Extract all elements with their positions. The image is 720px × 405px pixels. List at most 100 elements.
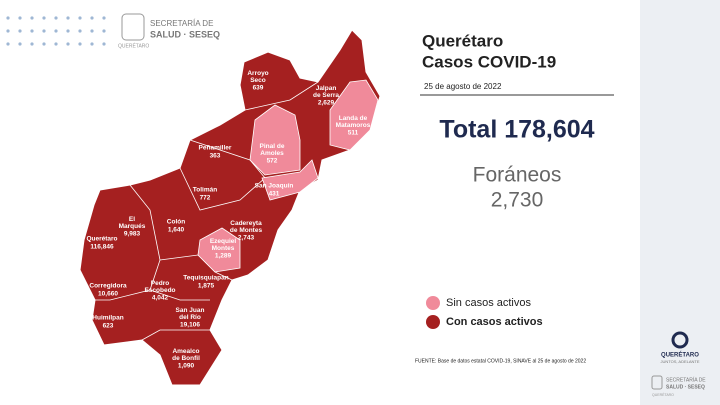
municipality-area: [329, 79, 379, 151]
logo-text: SALUD · SESEQ: [150, 29, 220, 39]
foraneos-label: Foráneos: [473, 164, 562, 187]
side-panel: [640, 0, 720, 405]
decor-dot: [66, 42, 70, 46]
state-map: [79, 29, 381, 386]
municipality-name: Landa de Matamoros: [336, 115, 371, 129]
decor-dot: [90, 42, 94, 46]
municipality-cases: 116,846: [90, 244, 114, 251]
municipality-cases: 2,629: [318, 100, 335, 107]
municipality-cases: 772: [200, 195, 211, 202]
border: [149, 289, 210, 301]
logo-text: QUERÉTARO: [118, 42, 149, 49]
municipality-name: Colón: [167, 219, 185, 226]
date: 25 de agosto de 2022: [424, 82, 502, 91]
municipality-cases: 511: [348, 130, 359, 137]
title: Querétaro: [422, 31, 503, 50]
logo-text: JUNTOS, ADELANTE: [660, 359, 699, 364]
municipality-name: Tequisquiapan: [183, 275, 228, 282]
municipality-name: Cadereyta de Montes: [230, 220, 263, 234]
municipality-cases: 10,660: [98, 291, 118, 298]
logo-text: SECRETARÍA DE: [150, 19, 213, 28]
municipality-name: Amealco de Bonfil: [172, 348, 200, 362]
logo-text: QUERÉTARO: [661, 351, 699, 359]
municipality-name: Peñamiller: [199, 145, 232, 152]
municipality-cases: 4,042: [152, 295, 169, 302]
decor-dot: [30, 16, 34, 20]
decor-dot: [6, 29, 10, 33]
logo-shield: [121, 13, 145, 41]
decor-dot: [42, 42, 46, 46]
decor-dot: [30, 42, 34, 46]
border: [244, 81, 319, 111]
decor-dot: [18, 42, 22, 46]
decor-dot: [66, 16, 70, 20]
municipality-cases: 639: [253, 85, 264, 92]
legend-swatch: [426, 296, 440, 310]
municipality-name: Tolimán: [193, 187, 217, 194]
decor-dot: [78, 42, 82, 46]
decor-dot: [30, 29, 34, 33]
municipality-cases: 363: [210, 153, 221, 160]
municipality-name: San Juan del Río: [176, 307, 205, 321]
decor-dot: [78, 29, 82, 33]
municipality-cases: 1,640: [168, 227, 185, 234]
municipality-name: Jalpan de Serra: [313, 85, 339, 99]
legend-swatch: [426, 315, 440, 329]
municipality-name: Corregidora: [89, 283, 127, 290]
decor-dot: [42, 29, 46, 33]
total: Total 178,604: [439, 116, 594, 144]
municipality-cases: 1,090: [178, 363, 195, 370]
source: FUENTE: Base de datos estatal COVID-19, …: [415, 358, 586, 364]
decor-dot: [54, 16, 58, 20]
decor-dot: [6, 42, 10, 46]
legend-label: Con casos activos: [446, 316, 543, 328]
municipality-name: Ezequiel Montes: [210, 238, 237, 252]
decor-dot: [54, 42, 58, 46]
municipality-name: El Marqués: [119, 216, 146, 230]
legend-label: Sin casos activos: [446, 297, 531, 309]
border: [95, 184, 161, 301]
decor-dot: [6, 16, 10, 20]
logo-text: QUERÉTARO: [652, 392, 674, 397]
decor-dot: [102, 42, 106, 46]
decor-dot: [78, 16, 82, 20]
municipality-name: Arroyo Seco: [247, 70, 268, 84]
logo-mark: [671, 331, 689, 349]
decor-dot: [90, 16, 94, 20]
municipality-area: [249, 104, 301, 176]
municipality-cases: 9,983: [124, 231, 141, 238]
decor-dots: [6, 16, 106, 46]
legend: Sin casos activos Con casos activos: [426, 296, 543, 329]
municipality-area: [197, 227, 241, 273]
municipality-cases: 431: [269, 191, 280, 198]
municipality-name: Querétaro: [86, 236, 117, 243]
municipality-name: Huimilpan: [92, 315, 123, 322]
municipality-cases: 2,743: [238, 235, 255, 242]
municipality-cases: 572: [267, 158, 278, 165]
municipality-cases: 1,289: [215, 253, 232, 260]
decor-dot: [90, 29, 94, 33]
decor-dot: [54, 29, 58, 33]
decor-dot: [18, 16, 22, 20]
municipality-area: [261, 159, 319, 201]
municipality-name: San Joaquín: [255, 183, 294, 190]
logo-shield: [651, 375, 663, 390]
decor-dot: [42, 16, 46, 20]
border: [141, 329, 210, 341]
municipality-cases: 1,875: [198, 283, 215, 290]
decor-dot: [18, 29, 22, 33]
subtitle: Casos COVID-19: [422, 52, 556, 71]
logo-text: SECRETARÍA DE: [666, 376, 706, 383]
municipality-name: Pinal de Amoles: [260, 143, 285, 157]
border: [179, 139, 266, 211]
decor-dot: [66, 29, 70, 33]
logo-text: SALUD · SESEQ: [666, 384, 705, 390]
municipality-cases: 623: [103, 323, 114, 330]
decor-dot: [102, 16, 106, 20]
municipality-name: Pedro Escobedo: [144, 280, 175, 294]
foraneos-value: 2,730: [491, 189, 544, 212]
municipality-cases: 19,106: [180, 322, 200, 329]
decor-dot: [102, 29, 106, 33]
